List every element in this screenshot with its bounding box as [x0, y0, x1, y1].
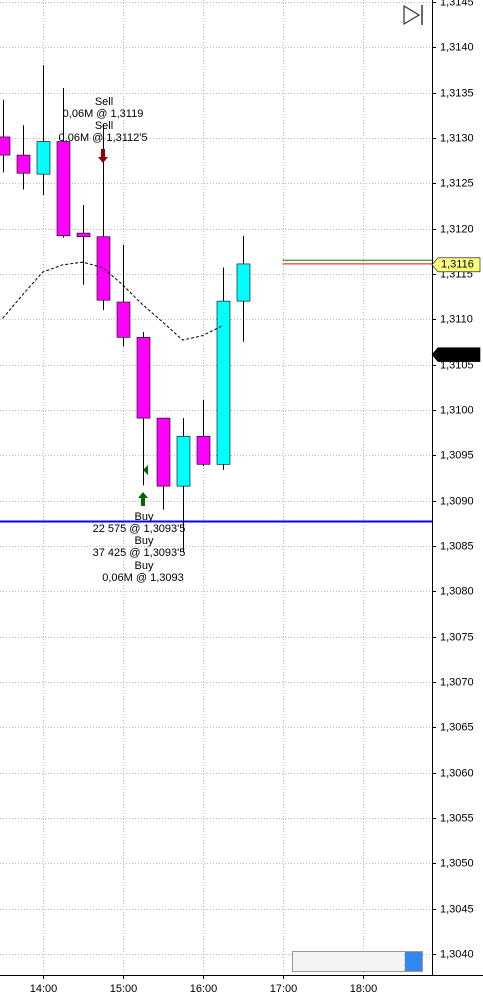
play-button[interactable]	[403, 4, 423, 26]
candle-body	[196, 435, 211, 465]
candle-body	[156, 417, 171, 487]
y-tick-label: 1,3060	[440, 767, 474, 779]
y-tick-label: 1,3065	[440, 721, 474, 733]
sell-annotation: Sell	[95, 96, 113, 108]
candle-body	[36, 141, 51, 175]
buy-annotation: 37 425 @ 1,3093'5	[93, 547, 186, 559]
x-tick-label: 15:00	[110, 983, 138, 995]
y-tick-label: 1,3055	[440, 812, 474, 824]
candle-body	[116, 301, 131, 338]
scrollbar[interactable]	[292, 951, 423, 972]
y-tick-label: 1,3085	[440, 540, 474, 552]
buy-annotation: 22 575 @ 1,3093'5	[93, 523, 186, 535]
candle-body	[76, 232, 91, 238]
grid	[0, 0, 432, 975]
y-tick-label: 1,3135	[440, 87, 474, 99]
buy-annotation: Buy	[135, 511, 154, 523]
y-tick-label: 1,3110	[440, 313, 473, 325]
sell-annotation: 0,06M @ 1,3119	[63, 108, 144, 120]
price-marker	[431, 347, 481, 362]
candle-body	[16, 154, 31, 174]
buy-annotation: Buy	[135, 560, 154, 572]
y-tick-label: 1,3125	[440, 177, 474, 189]
buy-arrow	[138, 492, 148, 506]
y-tick-label: 1,3070	[440, 676, 474, 688]
y-tick-label: 1,3100	[440, 404, 474, 416]
y-tick-label: 1,3105	[440, 359, 474, 371]
price-marker-label: 1,31061	[441, 349, 481, 361]
candle-body	[236, 263, 251, 302]
x-tick-label: 14:00	[30, 983, 58, 995]
y-tick-label: 1,3130	[440, 132, 474, 144]
y-tick-label: 1,3075	[440, 631, 474, 643]
y-tick-label: 1,3095	[440, 449, 474, 461]
y-tick-label: 1,3050	[440, 857, 474, 869]
y-tick-label: 1,3080	[440, 585, 474, 597]
candle-body	[56, 141, 71, 237]
x-tick-label: 18:00	[350, 983, 378, 995]
x-tick-label: 16:00	[190, 983, 218, 995]
candle-body	[96, 236, 111, 301]
candle-body	[216, 300, 231, 465]
y-tick-label: 1,3140	[440, 41, 474, 53]
y-tick-label: 1,3045	[440, 903, 474, 915]
candle-body	[0, 136, 11, 156]
x-tick-label: 17:00	[270, 983, 298, 995]
buy-annotation: Buy	[135, 535, 154, 547]
y-tick-label: 1,3145	[440, 0, 474, 8]
y-tick-label: 1,3040	[440, 948, 474, 960]
labels: 1,3040 1,3045 1,3050 1,3055 1,3060 1,3065 1,30…	[30, 0, 481, 995]
candle-body	[136, 337, 151, 419]
candle-body	[176, 435, 191, 487]
sell-annotation: Sell	[95, 120, 113, 132]
price-marker-label: 1,3116	[441, 259, 474, 271]
sell-annotation: 0,06M @ 1,3112'5	[59, 132, 148, 144]
price-marker	[431, 257, 481, 273]
buy-annotation: 0,06M @ 1,3093	[102, 572, 184, 584]
buy-marker	[143, 465, 148, 475]
y-tick-label: 1,3120	[440, 223, 474, 235]
y-tick-label: 1,3090	[440, 495, 474, 507]
moving-average	[2, 261, 223, 341]
sell-arrow	[98, 149, 108, 163]
